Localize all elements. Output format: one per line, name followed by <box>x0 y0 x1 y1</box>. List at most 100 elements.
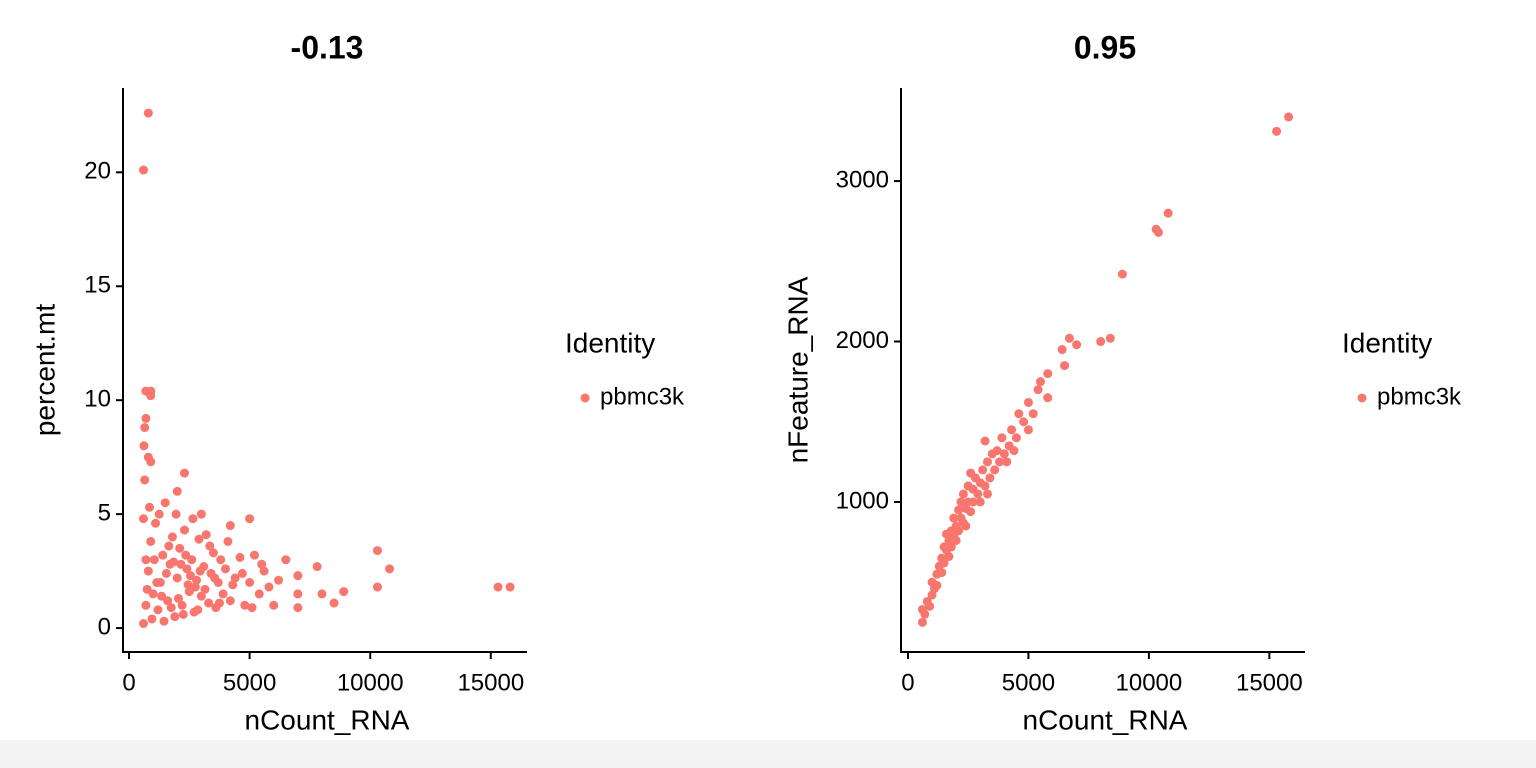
point <box>195 566 205 576</box>
point <box>210 573 220 583</box>
y-tick-label: 10 <box>84 386 111 413</box>
point <box>220 564 230 574</box>
point <box>223 536 233 546</box>
point <box>1154 227 1164 237</box>
point <box>171 509 181 519</box>
point <box>990 465 1000 475</box>
point <box>966 468 976 478</box>
point <box>1023 397 1033 407</box>
point <box>968 497 978 507</box>
point <box>939 558 949 568</box>
point <box>145 502 155 512</box>
point <box>1057 345 1067 355</box>
y-tick-label: 5 <box>98 499 111 526</box>
point <box>181 550 191 560</box>
point <box>949 513 959 523</box>
chart-title: -0.13 <box>291 29 364 65</box>
point <box>1272 126 1282 136</box>
point <box>151 518 161 528</box>
legend-marker <box>1357 393 1367 403</box>
point <box>158 550 168 560</box>
y-tick-label: 20 <box>84 158 111 185</box>
point <box>139 441 149 451</box>
point <box>169 557 179 567</box>
x-tick-label: 0 <box>901 669 914 696</box>
x-tick-label: 10000 <box>1116 669 1183 696</box>
point <box>172 486 182 496</box>
bottom-bar <box>0 740 1536 768</box>
point <box>997 433 1007 443</box>
point <box>1028 409 1038 419</box>
point <box>293 571 303 581</box>
point <box>1105 333 1115 343</box>
point <box>225 596 235 606</box>
point <box>958 489 968 499</box>
point <box>154 509 164 519</box>
x-tick-label: 15000 <box>457 669 524 696</box>
point <box>166 603 176 613</box>
point <box>385 564 395 574</box>
point <box>1072 340 1082 350</box>
point <box>372 582 382 592</box>
point <box>140 423 150 433</box>
point <box>141 600 151 610</box>
x-axis-title: nCount_RNA <box>1023 704 1188 735</box>
point <box>259 566 269 576</box>
point <box>141 413 151 423</box>
point <box>204 598 214 608</box>
point <box>200 584 210 594</box>
point <box>937 568 947 578</box>
y-tick-label: 1000 <box>836 487 889 514</box>
legend-label: pbmc3k <box>600 383 685 410</box>
point <box>973 489 983 499</box>
point <box>975 497 985 507</box>
point <box>293 603 303 613</box>
point <box>920 609 930 619</box>
point <box>942 529 952 539</box>
point <box>992 446 1002 456</box>
point <box>995 457 1005 467</box>
point <box>178 609 188 619</box>
point <box>944 552 954 562</box>
point <box>188 514 198 524</box>
point <box>138 165 148 175</box>
point <box>985 473 995 483</box>
point <box>1011 433 1021 443</box>
point <box>157 591 167 601</box>
point <box>917 617 927 627</box>
point <box>281 555 291 565</box>
point <box>1064 333 1074 343</box>
point <box>193 605 203 615</box>
point <box>1060 361 1070 371</box>
point <box>1009 446 1019 456</box>
x-tick-label: 5000 <box>1002 669 1055 696</box>
x-tick-label: 15000 <box>1236 669 1303 696</box>
point <box>146 391 156 401</box>
point <box>170 612 180 622</box>
point <box>493 582 503 592</box>
point <box>1163 208 1173 218</box>
point <box>293 589 303 599</box>
point <box>1007 425 1017 435</box>
x-tick-label: 10000 <box>337 669 404 696</box>
x-tick-label: 0 <box>122 669 135 696</box>
point <box>196 509 206 519</box>
point <box>247 603 257 613</box>
point <box>186 571 196 581</box>
point <box>138 514 148 524</box>
point <box>143 108 153 118</box>
point <box>146 536 156 546</box>
point <box>216 555 226 565</box>
point <box>956 497 966 507</box>
point <box>208 548 218 558</box>
point <box>175 543 185 553</box>
point <box>159 616 169 626</box>
y-tick-label: 15 <box>84 272 111 299</box>
point <box>966 507 976 517</box>
point <box>932 580 942 590</box>
point <box>980 481 990 491</box>
point <box>190 582 200 592</box>
point <box>240 600 250 610</box>
point <box>312 562 322 572</box>
point <box>1023 425 1033 435</box>
